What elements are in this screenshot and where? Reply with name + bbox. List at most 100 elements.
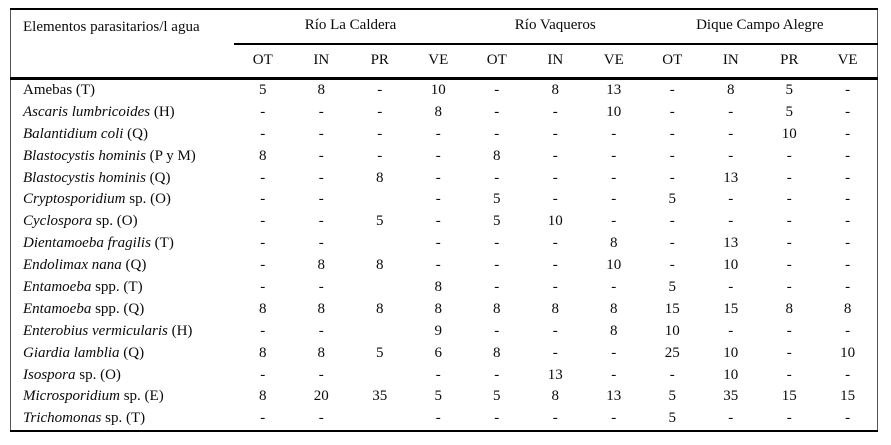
- value-cell: -: [786, 169, 792, 186]
- value-cell: 8: [317, 81, 326, 98]
- value-cell: -: [260, 322, 266, 339]
- value-cell: 10: [606, 103, 622, 120]
- value-cell: -: [845, 278, 851, 295]
- value-cell: -: [786, 410, 792, 427]
- value-cell: 10: [430, 81, 446, 98]
- value-cell: -: [318, 125, 324, 142]
- value-cell: -: [728, 213, 734, 230]
- value-cell: -: [435, 410, 441, 427]
- value-cell: [351, 189, 410, 211]
- value-cell: 13: [723, 235, 739, 252]
- value-cell: -: [318, 235, 324, 252]
- value-cell: 8: [317, 344, 326, 361]
- row-label: Entamoeba spp. (T): [11, 277, 234, 299]
- value-cell: -: [845, 410, 851, 427]
- value-cell: -: [260, 366, 266, 383]
- value-cell: 8: [376, 300, 384, 317]
- value-cell: -: [552, 322, 558, 339]
- group-header-rio-la-caldera: Río La Caldera: [233, 9, 468, 45]
- value-cell: -: [786, 366, 792, 383]
- row-header-title: Elementos parasitarios/l agua: [10, 9, 234, 80]
- value-cell: 5: [668, 410, 677, 427]
- value-cell: 8: [610, 322, 618, 339]
- row-label-plain-text: sp. (O): [75, 366, 121, 383]
- value-cell: -: [494, 103, 500, 120]
- value-cell: -: [845, 103, 851, 120]
- value-cell: -: [786, 344, 792, 361]
- value-cell: -: [260, 410, 266, 427]
- value-cell: -: [435, 147, 441, 164]
- column-header-ot: OT: [233, 44, 292, 80]
- table-row: Ascaris lumbricoides (H) - - - 8 - - 10 - - 5 -: [11, 101, 878, 123]
- value-cell: -: [552, 278, 558, 295]
- table-row: Giardia lamblia (Q) 8 8 5 6 8 - - 25 10 - 10: [11, 342, 878, 364]
- row-label-plain-text: (Q): [121, 257, 147, 274]
- value-cell: 8: [785, 300, 794, 317]
- value-cell: -: [845, 147, 851, 164]
- column-header-ve: VE: [584, 44, 644, 80]
- group-header-row: Elementos parasitarios/l agua Río La Cal…: [10, 9, 878, 80]
- column-header-pr: PR: [760, 44, 819, 80]
- value-cell: 5: [376, 344, 384, 361]
- value-cell: 5: [668, 278, 677, 295]
- value-cell: -: [260, 257, 266, 274]
- value-cell: 20: [313, 388, 329, 405]
- value-cell: 10: [723, 344, 739, 361]
- value-cell: -: [786, 257, 792, 274]
- table-row: Dientamoeba fragilis (T) - - - - - 8 - 13 - -: [11, 233, 878, 255]
- value-cell: -: [318, 213, 324, 230]
- value-cell: -: [728, 147, 734, 164]
- value-cell: -: [435, 366, 441, 383]
- column-header-ve: VE: [818, 44, 878, 80]
- table-row: Entamoeba spp. (Q) 8 8 8 8 8 8 8 15 15 8 8: [11, 298, 878, 320]
- value-cell: -: [435, 125, 441, 142]
- value-cell: -: [260, 278, 266, 295]
- column-header-in: IN: [701, 44, 761, 80]
- value-cell: 15: [781, 388, 797, 405]
- value-cell: -: [494, 278, 500, 295]
- value-cell: [351, 364, 410, 386]
- row-label-plain-text: sp. (O): [92, 213, 138, 230]
- row-label-plain-text: (T): [150, 235, 174, 252]
- value-cell: -: [494, 235, 500, 252]
- value-cell: -: [494, 169, 500, 186]
- row-label-scientific-name: Giardia lamblia: [23, 344, 120, 361]
- value-cell: 35: [723, 388, 739, 405]
- value-cell: 35: [372, 388, 388, 405]
- value-cell: 15: [723, 300, 739, 317]
- value-cell: 5: [493, 388, 501, 405]
- group-header-dique-campo-alegre: Dique Campo Alegre: [643, 9, 878, 45]
- value-cell: 8: [610, 235, 618, 252]
- value-cell: [351, 408, 410, 431]
- table-row: Trichomonas sp. (T) - - - - - - 5 - - -: [11, 408, 878, 431]
- row-label-scientific-name: Cryptosporidium: [23, 191, 126, 208]
- table-row: Amebas (T) 5 8 - 10 - 8 13 - 8 5 -: [11, 78, 878, 101]
- value-cell: -: [611, 191, 617, 208]
- value-cell: -: [318, 410, 324, 427]
- value-cell: -: [318, 322, 324, 339]
- column-header-in: IN: [526, 44, 585, 80]
- table-row: Cryptosporidium sp. (O) - - - 5 - - 5 - - -: [11, 189, 878, 211]
- value-cell: -: [728, 103, 734, 120]
- value-cell: -: [552, 410, 558, 427]
- value-cell: -: [669, 147, 675, 164]
- value-cell: -: [669, 81, 675, 98]
- value-cell: 5: [493, 191, 501, 208]
- row-label-scientific-name: Ascaris lumbricoides: [23, 103, 151, 120]
- value-cell: 15: [664, 300, 680, 317]
- row-label: Giardia lamblia (Q): [11, 342, 234, 364]
- row-label: Balantidium coli (Q): [11, 123, 234, 145]
- column-header-ot: OT: [467, 44, 527, 80]
- value-cell: 8: [434, 103, 443, 120]
- value-cell: 8: [259, 344, 267, 361]
- value-cell: 8: [259, 300, 267, 317]
- value-cell: 13: [606, 81, 622, 98]
- value-cell: -: [552, 191, 558, 208]
- table-row: Blastocystis hominis (P y M) 8 - - - 8 - - - - - -: [11, 145, 878, 167]
- value-cell: -: [611, 169, 617, 186]
- table-row: Enterobius vermicularis (H) - - 9 - - 8 10 - - -: [11, 320, 878, 342]
- table-row: Balantidium coli (Q) - - - - - - - - - 10 -: [11, 123, 878, 145]
- value-cell: -: [669, 257, 675, 274]
- value-cell: -: [318, 103, 324, 120]
- value-cell: -: [494, 81, 500, 98]
